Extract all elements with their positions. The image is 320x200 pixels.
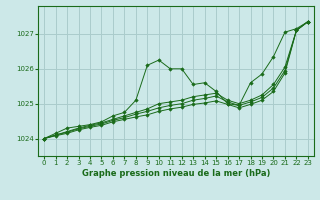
X-axis label: Graphe pression niveau de la mer (hPa): Graphe pression niveau de la mer (hPa) [82,169,270,178]
